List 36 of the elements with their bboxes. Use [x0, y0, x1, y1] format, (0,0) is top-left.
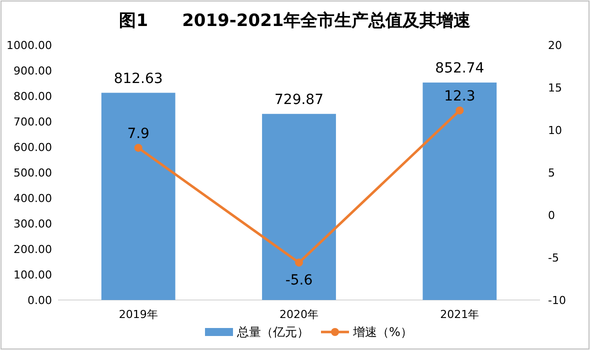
y2-tick-label: 15	[548, 82, 562, 94]
point	[456, 106, 464, 114]
y-tick-label: 700.00	[14, 116, 52, 128]
y-tick-label: 900.00	[14, 64, 52, 78]
y2-tick-label: 5	[548, 166, 555, 180]
data-label: -5.6	[285, 272, 313, 289]
point	[134, 144, 142, 152]
x-tick-label: 2021年	[440, 308, 480, 321]
data-label: 12.3	[444, 88, 476, 104]
x-tick-label: 2019年	[118, 308, 158, 321]
legend-label: 增速（%）	[352, 325, 412, 339]
bar	[422, 82, 497, 300]
point	[295, 258, 303, 267]
chart-title: 图1 2019-2021年全市生产总值及其增速	[119, 11, 471, 31]
y2-tick-label: 0	[548, 209, 555, 222]
y-tick-label: 400.00	[14, 192, 52, 205]
y2-tick-label: -5	[548, 252, 559, 264]
y-tick-label: 800.00	[14, 90, 52, 103]
x-tick-label: 2020年	[280, 308, 318, 321]
y-tick-label: 300.00	[14, 218, 52, 230]
data-label: 812.63	[114, 70, 163, 87]
y-tick-label: 500.00	[14, 166, 52, 180]
y2-tick-label: 20	[548, 39, 562, 52]
y-tick-label: 200.00	[14, 243, 52, 256]
data-label: 7.9	[127, 126, 150, 142]
data-label: 729.87	[274, 92, 324, 108]
legend-label: 总量（亿元）	[236, 325, 309, 339]
y-tick-label: 100.00	[14, 268, 52, 282]
bar	[101, 92, 176, 300]
y2-tick-label: 10	[548, 124, 562, 137]
y-tick-label: 600.00	[14, 141, 52, 154]
data-label: 852.74	[435, 60, 484, 77]
y-tick-label: 0.00	[28, 294, 52, 307]
y-tick-label: 1000.00	[6, 39, 52, 52]
bar	[262, 114, 336, 300]
y2-tick-label: -10	[548, 294, 566, 307]
